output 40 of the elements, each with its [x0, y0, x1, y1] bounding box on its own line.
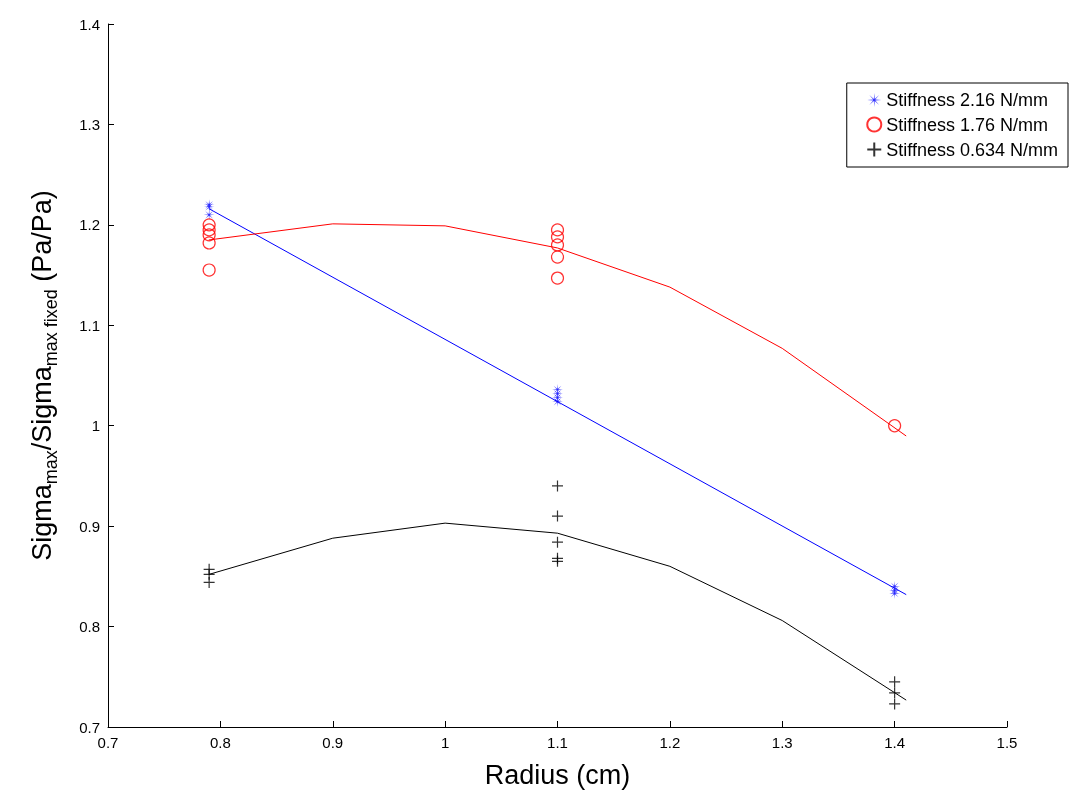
x-tick-label: 0.9 — [322, 734, 344, 751]
y-tick-label: 0.9 — [79, 517, 100, 535]
y-tick-label: 0.7 — [79, 718, 100, 736]
x-tick-label: 1.2 — [659, 734, 681, 751]
x-tick-label: 1.5 — [996, 734, 1018, 751]
y-tick-label: 0.8 — [79, 618, 100, 636]
point — [550, 271, 565, 285]
point — [550, 223, 565, 237]
point — [552, 396, 563, 408]
point — [550, 238, 565, 252]
x-tick-label: 1.3 — [771, 734, 793, 751]
legend-label: Stiffness 1.76 N/mm — [886, 114, 1048, 135]
y-axis-title: Sigmamax/Sigmamax fixed (Pa/Pa) — [27, 190, 61, 561]
point — [550, 230, 565, 244]
y-tick-label: 1.3 — [79, 115, 100, 133]
x-tick-label: 1.1 — [547, 734, 568, 751]
legend-label: Stiffness 2.16 N/mm — [886, 90, 1048, 110]
x-tick-label: 0.8 — [209, 734, 231, 751]
y-tick-label: 1 — [91, 417, 100, 435]
y-tick-label: 1.1 — [79, 316, 100, 334]
point — [202, 263, 216, 277]
point — [888, 419, 902, 433]
point — [202, 218, 216, 232]
x-axis-title: Radius (cm) — [484, 759, 631, 790]
point — [551, 479, 564, 493]
legend-label: Stiffness 0.634 N/mm — [886, 139, 1059, 160]
point — [202, 223, 216, 237]
point — [202, 236, 216, 250]
y-tick-label: 1.4 — [79, 15, 100, 33]
x-tick-label: 1.4 — [884, 734, 906, 751]
point — [888, 686, 901, 699]
point — [550, 250, 565, 264]
point — [888, 697, 901, 710]
point — [202, 228, 216, 242]
x-tick-label: 0.7 — [97, 734, 119, 751]
point — [551, 536, 564, 549]
point — [551, 510, 564, 523]
x-tick-label: 1 — [440, 734, 450, 751]
y-tick-label: 1.2 — [79, 216, 100, 234]
point — [888, 675, 901, 688]
